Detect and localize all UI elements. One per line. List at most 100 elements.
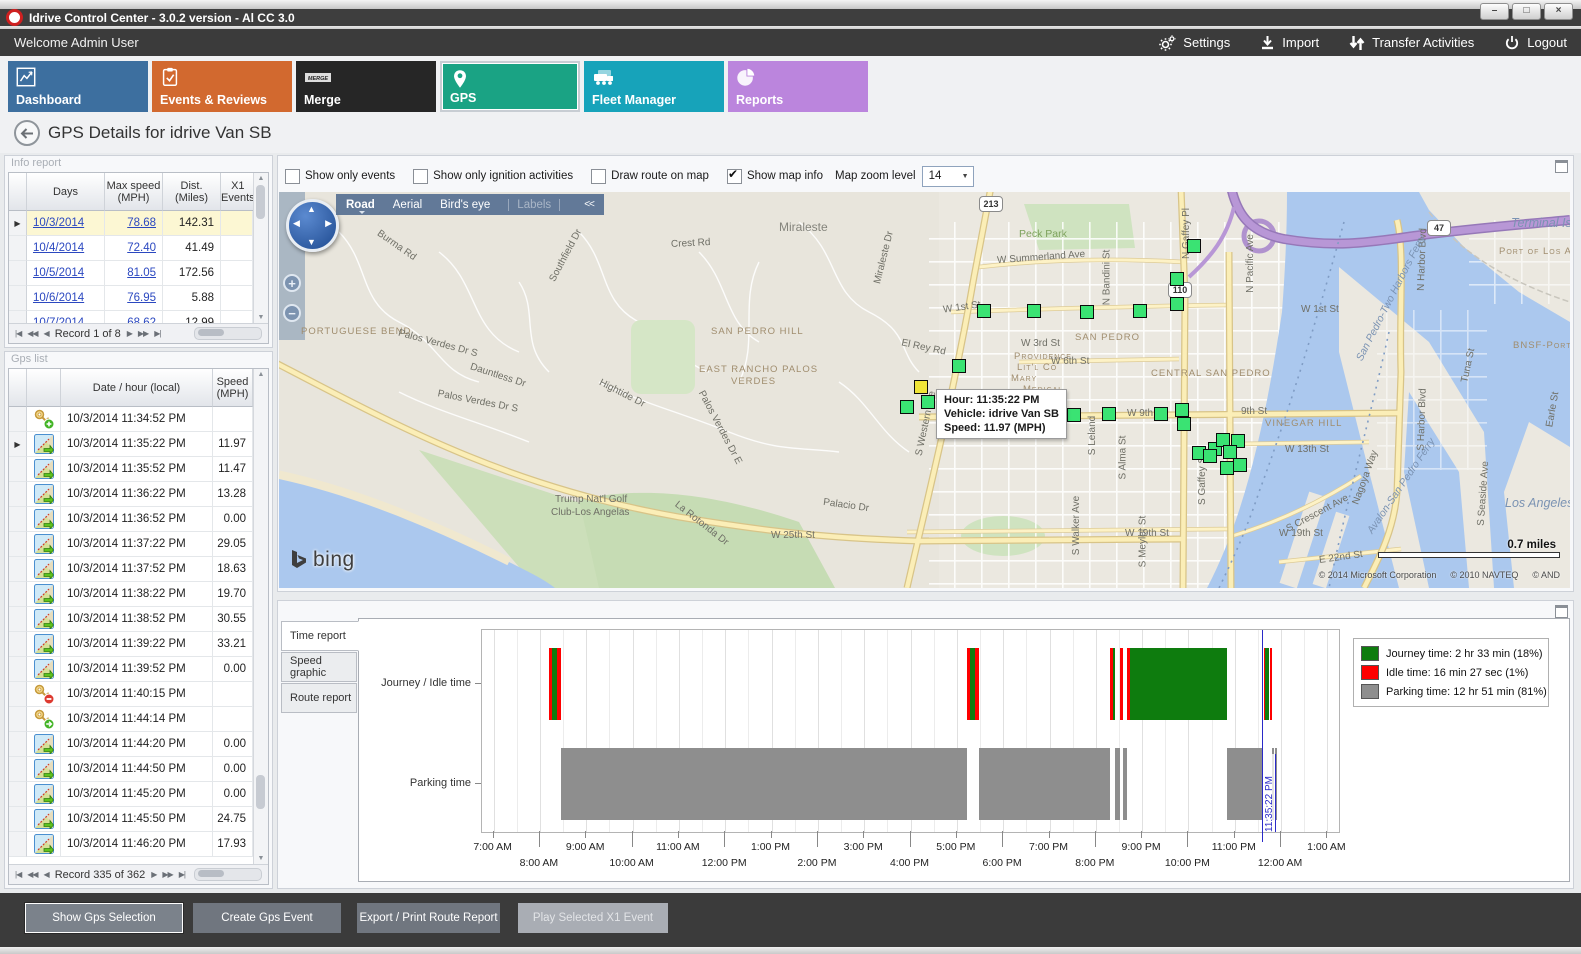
pager-prev-icon[interactable]: ◀◀ xyxy=(27,329,38,338)
pan-left-icon[interactable]: ◀ xyxy=(293,218,300,228)
map-zoom-dropdown[interactable]: 14 ▼ xyxy=(921,165,974,187)
max-speed-link[interactable]: 78.68 xyxy=(127,217,156,229)
vertical-scrollbar[interactable]: ▲ ▼ xyxy=(253,369,268,864)
tab-route-report[interactable]: Route report xyxy=(281,683,357,713)
show-gps-selection-button[interactable]: Show Gps Selection xyxy=(24,902,184,934)
gps-list-row[interactable]: 10/3/2014 11:40:15 PM xyxy=(9,682,253,707)
module-tile-gps[interactable]: GPS xyxy=(440,61,580,112)
pager-hscrollbar[interactable] xyxy=(194,868,262,881)
gps-point-marker[interactable] xyxy=(1154,407,1168,421)
gps-point-marker[interactable] xyxy=(1220,461,1234,475)
checkbox-icon[interactable] xyxy=(591,168,607,184)
gps-list-row[interactable]: 10/3/2014 11:37:22 PM 29.05 xyxy=(9,532,253,557)
scroll-thumb[interactable] xyxy=(256,774,265,809)
gps-list-row[interactable]: 10/3/2014 11:44:14 PM xyxy=(9,707,253,732)
gps-point-marker[interactable] xyxy=(900,400,914,414)
gps-point-marker[interactable] xyxy=(952,359,966,373)
gps-list-row[interactable]: 10/3/2014 11:45:20 PM 0.00 xyxy=(9,782,253,807)
gps-point-marker[interactable] xyxy=(977,304,991,318)
map-nav-collapse-button[interactable]: << xyxy=(584,199,595,210)
map-compass-control[interactable]: ▲ ▼ ◀ ▶ xyxy=(286,199,339,252)
max-speed-link[interactable]: 72.40 xyxy=(127,242,156,254)
pager-prev-icon[interactable]: ◀ xyxy=(43,329,50,338)
gps-point-marker[interactable] xyxy=(1177,417,1191,431)
column-header-dist-miles-[interactable]: Dist. (Miles) xyxy=(163,173,221,211)
scroll-up-icon[interactable]: ▲ xyxy=(257,371,265,378)
map-nav-road[interactable]: Road xyxy=(346,198,375,214)
scroll-up-icon[interactable]: ▲ xyxy=(257,175,265,182)
scroll-thumb[interactable] xyxy=(256,185,265,219)
map-nav-aerial[interactable]: Aerial xyxy=(392,198,423,211)
back-button[interactable] xyxy=(14,120,40,146)
checkbox-show-only-ignition-activities[interactable]: Show only ignition activities xyxy=(413,168,573,184)
gps-list-row[interactable]: 10/3/2014 11:44:20 PM 0.00 xyxy=(9,732,253,757)
pager-hscrollbar[interactable] xyxy=(194,327,262,340)
gps-list-row[interactable]: 10/3/2014 11:37:52 PM 18.63 xyxy=(9,557,253,582)
scroll-down-icon[interactable]: ▼ xyxy=(257,855,265,862)
pager-next-icon[interactable]: ▶| xyxy=(154,329,161,338)
scroll-down-icon[interactable]: ▼ xyxy=(257,314,265,321)
column-header-date-hour-local-[interactable]: Date / hour (local) xyxy=(61,369,213,407)
export-print-route-report-button[interactable]: Export / Print Route Report xyxy=(357,903,500,933)
chart-panel-expand-button[interactable] xyxy=(1555,605,1568,618)
day-link[interactable]: 10/4/2014 xyxy=(33,242,85,254)
column-header-indicator[interactable] xyxy=(9,173,27,211)
gps-point-marker[interactable] xyxy=(1170,272,1184,286)
map-zoom-out-button[interactable]: − xyxy=(283,304,301,322)
checkbox-icon[interactable] xyxy=(285,168,300,184)
settings-button[interactable]: Settings xyxy=(1159,34,1230,51)
gps-list-row[interactable]: 10/3/2014 11:36:22 PM 13.28 xyxy=(9,482,253,507)
column-header-indicator[interactable] xyxy=(27,369,61,407)
gps-list-row[interactable]: 10/3/2014 11:39:52 PM 0.00 xyxy=(9,657,253,682)
minimize-button[interactable]: – xyxy=(1480,3,1509,20)
gps-list-row[interactable]: 10/3/2014 11:46:20 PM 17.93 xyxy=(9,832,253,857)
gps-point-marker[interactable] xyxy=(1231,434,1245,448)
info-report-row[interactable]: 10/7/2014 68.62 12.99 xyxy=(9,311,253,323)
logout-button[interactable]: Logout xyxy=(1504,35,1567,51)
tab-speed-graphic[interactable]: Speed graphic xyxy=(281,652,357,682)
module-tile-fleet-manager[interactable]: Fleet Manager xyxy=(584,61,724,112)
checkbox-draw-route-on-map[interactable]: Draw route on map xyxy=(591,168,709,184)
gps-list-row[interactable]: 10/3/2014 11:39:22 PM 33.21 xyxy=(9,632,253,657)
pan-down-icon[interactable]: ▼ xyxy=(307,237,316,247)
gps-point-marker[interactable] xyxy=(1203,449,1217,463)
max-speed-link[interactable]: 68.62 xyxy=(127,317,156,323)
info-report-row[interactable]: ▶ 10/3/2014 78.68 142.31 xyxy=(9,211,253,236)
create-gps-event-button[interactable]: Create Gps Event xyxy=(193,903,341,933)
map-nav-bird-s-eye[interactable]: Bird's eye xyxy=(440,198,491,211)
close-button[interactable]: × xyxy=(1544,3,1573,20)
gps-point-marker[interactable] xyxy=(1175,403,1189,417)
pager-prev-icon[interactable]: ◀◀ xyxy=(27,870,38,879)
gps-point-marker[interactable] xyxy=(1170,297,1184,311)
gps-point-marker[interactable] xyxy=(1027,304,1041,318)
pager-next-icon[interactable]: ▶▶ xyxy=(162,870,173,879)
info-report-row[interactable]: 10/5/2014 81.05 172.56 xyxy=(9,261,253,286)
gps-point-marker[interactable] xyxy=(1233,458,1247,472)
checkbox-checked-icon[interactable] xyxy=(726,167,742,184)
gps-list-row[interactable]: 10/3/2014 11:34:52 PM xyxy=(9,407,253,432)
gps-list-row[interactable]: 10/3/2014 11:35:52 PM 11.47 xyxy=(9,457,253,482)
column-header-max-speed-mph-[interactable]: Max speed (MPH) xyxy=(105,173,163,211)
maximize-button[interactable]: □ xyxy=(1512,3,1541,20)
checkbox-icon[interactable] xyxy=(413,168,429,184)
map-panel-expand-button[interactable] xyxy=(1555,160,1568,173)
column-header-speed-mph-[interactable]: Speed (MPH) xyxy=(213,369,253,407)
gps-list-row[interactable]: ▶ 10/3/2014 11:35:22 PM 11.97 xyxy=(9,432,253,457)
day-link[interactable]: 10/6/2014 xyxy=(33,292,85,304)
gps-list-row[interactable]: 10/3/2014 11:36:52 PM 0.00 xyxy=(9,507,253,532)
gps-point-marker[interactable] xyxy=(1067,408,1081,422)
module-tile-merge[interactable]: MERGE Merge xyxy=(296,61,436,112)
gps-point-marker[interactable] xyxy=(921,395,935,409)
day-link[interactable]: 10/3/2014 xyxy=(33,217,85,229)
gps-point-marker[interactable] xyxy=(1080,305,1094,319)
day-link[interactable]: 10/5/2014 xyxy=(33,267,85,279)
column-header-days[interactable]: Days xyxy=(27,173,105,211)
column-header-x1-events[interactable]: X1 Events xyxy=(221,173,253,211)
pager-next-icon[interactable]: ▶▶ xyxy=(137,329,149,338)
gps-list-row[interactable]: 10/3/2014 11:44:50 PM 0.00 xyxy=(9,757,253,782)
pager-next-icon[interactable]: ▶ xyxy=(126,329,133,338)
gps-point-marker[interactable] xyxy=(1133,304,1147,318)
gps-point-marker[interactable] xyxy=(1102,407,1116,421)
info-report-row[interactable]: 10/6/2014 76.95 5.88 xyxy=(9,286,253,311)
pan-up-icon[interactable]: ▲ xyxy=(307,204,316,214)
